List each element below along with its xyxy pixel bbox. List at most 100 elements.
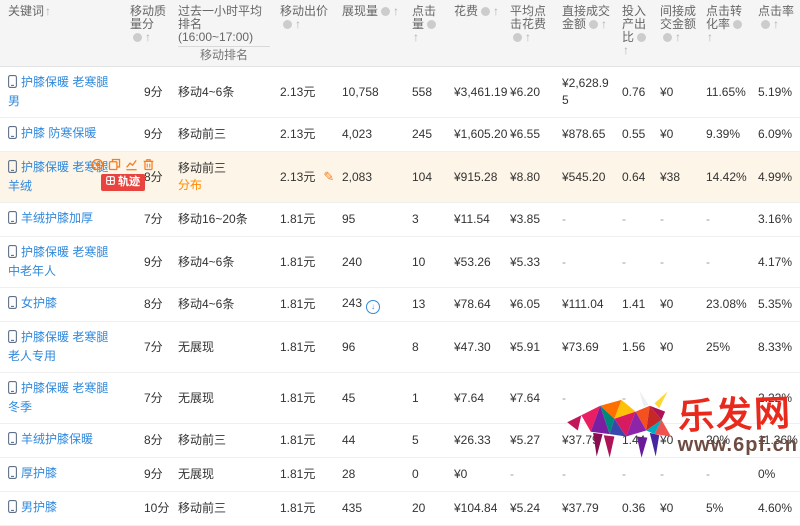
column-header-avg_cost[interactable]: 平均点击花费↑ <box>502 0 554 67</box>
roi-value: 0.76 <box>622 84 646 99</box>
keyword-link[interactable]: 男护膝 <box>21 500 58 514</box>
avg_cost-value: ¥6.05 <box>510 297 541 311</box>
delete-icon[interactable] <box>142 158 155 171</box>
keyword-cell: 护膝保暖 老寒腿 中老年人 <box>0 236 122 288</box>
avg_cost-cell: ¥8.80 <box>502 151 554 203</box>
keyword-link[interactable]: 护膝保暖 老寒腿男 <box>8 75 109 108</box>
help-icon[interactable] <box>133 33 142 42</box>
target-icon[interactable] <box>91 158 104 171</box>
rank-distribution-link[interactable]: 分布 <box>178 178 203 192</box>
bid-value: 1.81元 <box>280 501 316 515</box>
avg_cost-value: ¥7.64 <box>510 390 541 405</box>
help-icon[interactable] <box>733 20 743 29</box>
sort-arrow-icon: ↑ <box>773 17 779 31</box>
keyword-link[interactable]: 羊绒护膝加厚 <box>21 211 94 225</box>
cvr-cell: - <box>698 457 750 492</box>
avg_cost-cell: ¥6.20 <box>502 66 554 118</box>
clicks-cell: 104 <box>404 151 446 203</box>
keyword-link[interactable]: 羊绒护膝保暖 <box>21 432 94 446</box>
bid-cell: 1.81元 <box>272 423 334 458</box>
quality-score-cell: 10分 <box>122 491 170 526</box>
direct-value: ¥73.69 <box>562 339 599 354</box>
column-header-ctr[interactable]: 点击率↑ <box>750 0 800 67</box>
keyword-link[interactable]: 女护膝 <box>21 296 58 310</box>
indirect-value: ¥0 <box>660 433 674 447</box>
quality-score: 9分 <box>144 84 163 99</box>
roi-cell: - <box>614 236 652 288</box>
help-icon[interactable] <box>283 20 292 29</box>
mobile-device-icon <box>8 75 17 93</box>
help-icon[interactable] <box>427 20 437 29</box>
direct-value: - <box>562 390 566 405</box>
direct-value: - <box>562 212 566 226</box>
column-label: 点击转化率 <box>706 4 743 31</box>
sort-arrow-icon: ↑ <box>601 17 608 31</box>
edit-bid-icon[interactable]: ✎ <box>323 169 335 184</box>
column-header-impressions[interactable]: 展现量 ↑ <box>334 0 404 67</box>
keyword-link[interactable]: 护膝保暖 老寒腿 老人专用 <box>8 330 109 363</box>
cost-value: ¥11.54 <box>454 212 490 226</box>
quality-score: 9分 <box>144 467 163 481</box>
copy-icon[interactable] <box>108 158 121 171</box>
column-label: 间接成交金额 <box>660 4 697 31</box>
direct-value: ¥37.79 <box>562 501 599 515</box>
mobile-device-icon <box>8 466 17 484</box>
help-icon[interactable] <box>663 33 672 42</box>
impressions-value: 28 <box>342 467 356 481</box>
cvr-value: 25% <box>706 339 731 354</box>
column-header-bid[interactable]: 移动出价↑ <box>272 0 334 67</box>
keyword-cell: 护膝保暖 老寒腿 冬季 <box>0 372 122 424</box>
roi-value: - <box>622 212 626 226</box>
clicks-cell: 5 <box>404 423 446 458</box>
keyword-link[interactable]: 护膝保暖 老寒腿 中老年人 <box>8 245 109 278</box>
keyword-link[interactable]: 护膝保暖 老寒腿 冬季 <box>8 381 109 414</box>
clicks-value: 8 <box>412 339 419 354</box>
impressions-cell: 2,083 <box>334 151 404 203</box>
column-header-clicks[interactable]: 点击量↑ <box>404 0 446 67</box>
rank-value: 移动4~6条 <box>178 84 235 99</box>
column-label: 直接成交金额 <box>562 4 611 31</box>
roi-value: 0.36 <box>622 501 646 515</box>
bid-value: 1.81元 <box>280 390 316 405</box>
help-icon[interactable] <box>381 7 391 16</box>
bid-cell: 2.13元 <box>272 66 334 118</box>
help-icon[interactable] <box>589 20 599 29</box>
column-header-direct[interactable]: 直接成交金额 ↑ <box>554 0 614 67</box>
trend-icon[interactable] <box>125 158 138 171</box>
impressions-info-icon[interactable]: ↓ <box>366 300 381 314</box>
keyword-link[interactable]: 厚护膝 <box>21 466 58 480</box>
sort-arrow-icon: ↑ <box>45 4 52 18</box>
avg_cost-value: - <box>510 467 514 481</box>
impressions-value: 44 <box>342 433 356 447</box>
indirect-cell: - <box>652 457 698 492</box>
sort-arrow-icon: ↑ <box>413 30 419 44</box>
impressions-cell: 240 <box>334 236 404 288</box>
cost-cell: ¥26.33 <box>446 423 502 458</box>
column-header-cvr[interactable]: 点击转化率↑ <box>698 0 750 67</box>
column-header-keyword[interactable]: 关键词↑ <box>0 0 122 67</box>
ctr-cell: 0% <box>750 457 800 492</box>
trajectory-badge[interactable]: 轨迹 <box>101 174 145 191</box>
column-header-roi[interactable]: 投入产出比↑ <box>614 0 652 67</box>
direct-value: - <box>562 467 566 481</box>
bid-value: 1.81元 <box>280 297 316 311</box>
help-icon[interactable] <box>481 7 491 16</box>
rank-cell: 移动16~20条 <box>170 202 272 237</box>
column-header-cost[interactable]: 花费 ↑ <box>446 0 502 67</box>
help-icon[interactable] <box>761 20 770 29</box>
cost-cell: ¥7.64 <box>446 372 502 424</box>
help-icon[interactable] <box>513 33 522 42</box>
cvr-value: 14.42% <box>706 169 747 184</box>
ctr-value: 4.60% <box>758 501 793 515</box>
keyword-link[interactable]: 护膝 防寒保暖 <box>21 126 97 140</box>
rank-cell: 移动前三 分布 <box>170 151 272 203</box>
help-icon[interactable] <box>637 33 647 42</box>
keyword-link[interactable]: 护膝保暖 老寒腿 羊绒 <box>8 160 109 193</box>
column-header-indirect[interactable]: 间接成交金额↑ <box>652 0 698 67</box>
cvr-value: - <box>706 212 710 226</box>
clicks-value: 3 <box>412 212 419 226</box>
direct-cell: ¥37.79 <box>554 423 614 458</box>
column-header-quality[interactable]: 移动质量分 ↑ <box>122 0 170 67</box>
sort-arrow-icon: ↑ <box>295 17 301 31</box>
